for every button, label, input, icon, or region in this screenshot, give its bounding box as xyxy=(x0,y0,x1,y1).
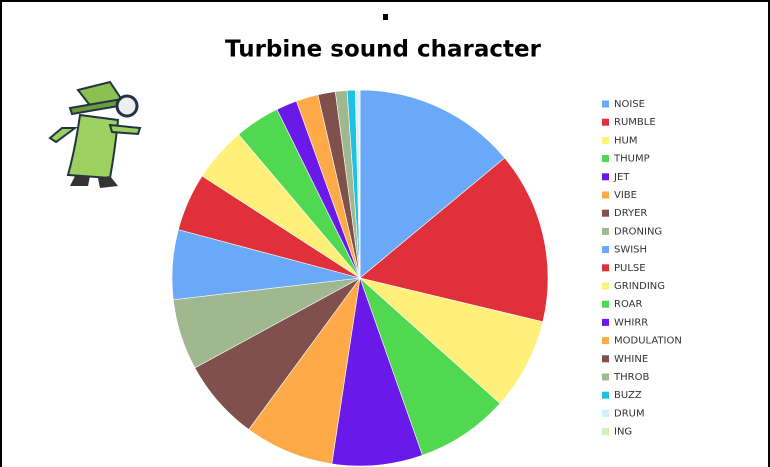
legend-swatch xyxy=(602,409,609,417)
legend-swatch xyxy=(602,373,609,381)
legend-swatch xyxy=(602,173,609,181)
pie-slice xyxy=(359,157,549,323)
legend-label: BUZZ xyxy=(614,390,642,401)
marker xyxy=(383,14,388,20)
chart-title: Turbine sound character xyxy=(225,37,542,63)
legend-swatch xyxy=(602,246,609,254)
legend-label: NOISE xyxy=(614,99,645,110)
legend-label: SWISH xyxy=(614,245,647,256)
legend-swatch xyxy=(602,337,609,345)
legend-label: ING xyxy=(614,427,632,438)
pie-slice xyxy=(359,277,501,456)
legend-swatch xyxy=(602,300,609,308)
legend-label: ROAR xyxy=(614,299,642,310)
legend-label: MODULATION xyxy=(614,336,682,347)
legend-label: HUM xyxy=(614,135,637,146)
legend-label: VIBE xyxy=(614,190,637,201)
pie-slice xyxy=(359,89,506,279)
legend-swatch xyxy=(602,391,609,399)
pie-slice xyxy=(331,277,423,467)
legend-swatch xyxy=(602,209,609,217)
legend-swatch xyxy=(602,264,609,272)
legend-swatch xyxy=(602,428,609,436)
legend-label: DRONING xyxy=(614,226,662,237)
legend-swatch xyxy=(602,227,609,235)
legend-swatch xyxy=(602,118,609,126)
legend-label: WHIRR xyxy=(614,317,648,328)
legend-swatch xyxy=(602,155,609,163)
pie-slice xyxy=(358,89,361,279)
legend-label: WHINE xyxy=(614,354,648,365)
legend-swatch xyxy=(602,282,609,290)
legend-swatch xyxy=(602,318,609,326)
legend-label: PULSE xyxy=(614,263,646,274)
legend-swatch xyxy=(602,136,609,144)
legend-label: JET xyxy=(613,172,630,183)
legend-label: DRYER xyxy=(614,208,647,219)
pie-slice xyxy=(359,277,544,404)
legend-label: GRINDING xyxy=(614,281,665,292)
legend-swatch xyxy=(602,355,609,363)
legend-label: THUMP xyxy=(613,154,650,165)
legend-label: THROB xyxy=(613,372,649,383)
legend-label: DRUM xyxy=(614,408,645,419)
detective-icon xyxy=(48,80,142,188)
legend-swatch xyxy=(602,191,609,199)
legend-swatch xyxy=(602,100,609,108)
legend-label: RUMBLE xyxy=(614,117,656,128)
